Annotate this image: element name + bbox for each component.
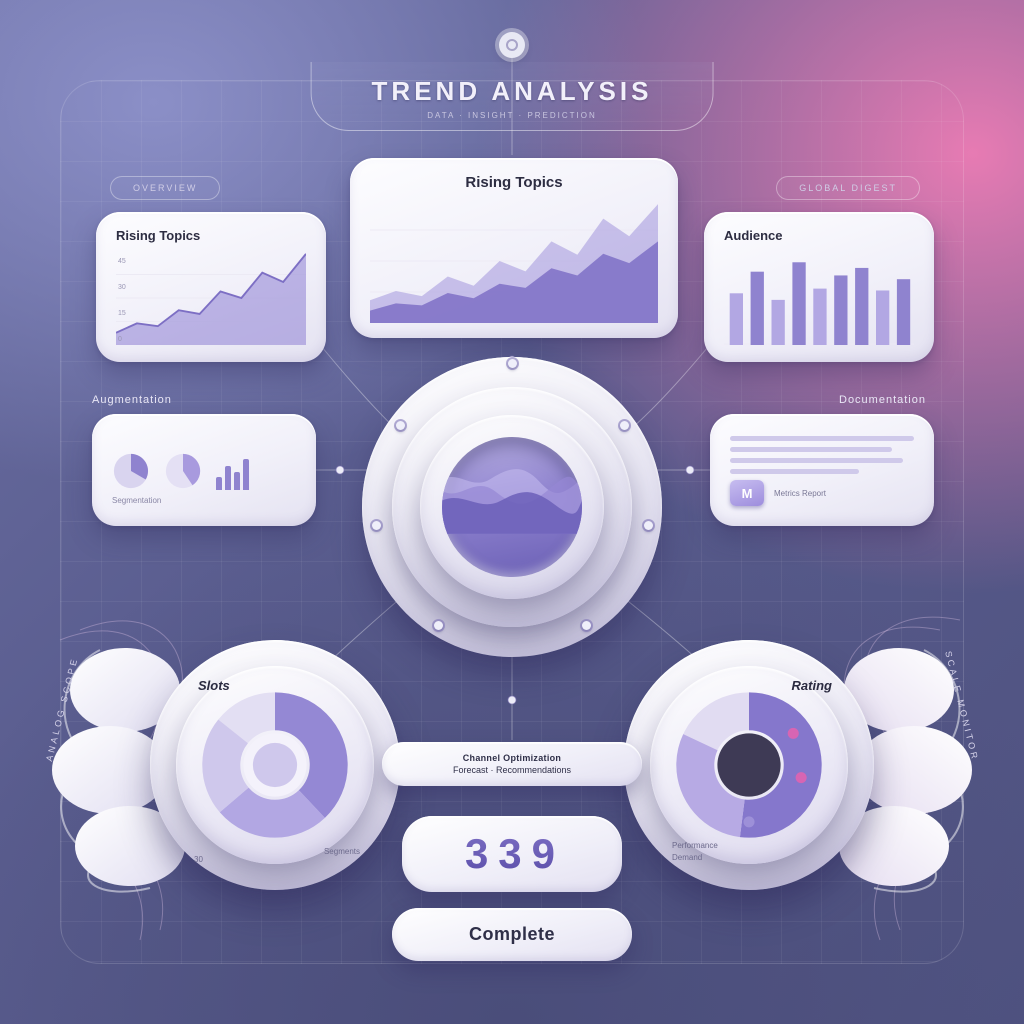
pie-icon [164, 452, 202, 490]
header-ornament-icon [499, 32, 525, 58]
counter-pill: 339 [402, 816, 622, 892]
card-title: Rising Topics [116, 228, 306, 243]
dial-tick-b: Demand [672, 853, 702, 862]
message-line1: Channel Optimization [396, 752, 628, 764]
cta-label: Complete [469, 924, 555, 944]
side-caption-left: ANALOG SCOPE [44, 656, 80, 763]
dial-tick-a: Performance [672, 841, 718, 850]
caption: Segmentation [112, 496, 296, 505]
center-hub[interactable] [362, 357, 662, 657]
dial-tick-b: Segments [324, 847, 360, 856]
header-tag-left: OVERVIEW [110, 176, 220, 200]
card-augmentation[interactable]: Segmentation [92, 414, 316, 526]
metrics-badge: M [730, 480, 764, 506]
label-augmentation: Augmentation [92, 394, 172, 406]
dial-label: Rating [792, 678, 832, 693]
side-caption-right: SCALE MONITOR [943, 650, 980, 762]
card-documentation[interactable]: M Metrics Report [710, 414, 934, 526]
dial-slots[interactable]: Slots 30 Segments [150, 640, 400, 890]
area-chart-small: 0 15 30 45 [116, 251, 306, 345]
badge-caption: Metrics Report [774, 489, 826, 498]
card-rising-topics-hero[interactable]: Rising Topics [350, 158, 678, 338]
hub-core-icon [442, 437, 582, 577]
area-chart-hero [370, 199, 658, 323]
counter-value: 339 [459, 830, 565, 878]
donut-chart-rating [670, 686, 828, 844]
complete-button[interactable]: Complete [392, 908, 632, 961]
mini-bars-icon [216, 446, 249, 490]
card-title: Rising Topics [370, 174, 658, 191]
page-subtitle: DATA · INSIGHT · PREDICTION [372, 111, 653, 120]
page-title: TREND ANALYSIS [372, 76, 653, 107]
label-documentation: Documentation [839, 394, 926, 406]
card-audience[interactable]: Audience [704, 212, 934, 362]
message-line2: Forecast · Recommendations [396, 764, 628, 776]
donut-chart-slots [196, 686, 354, 844]
bar-chart-audience [724, 251, 914, 345]
header-tag-right: GLOBAL DIGEST [776, 176, 920, 200]
title-plate: TREND ANALYSIS DATA · INSIGHT · PREDICTI… [311, 62, 714, 131]
pie-icon [112, 452, 150, 490]
card-title: Audience [724, 228, 914, 243]
dial-rating[interactable]: Rating Performance Demand [624, 640, 874, 890]
dial-label: Slots [198, 678, 230, 693]
card-rising-topics-small[interactable]: Rising Topics 0 15 30 45 [96, 212, 326, 362]
mini-chart-row [112, 430, 296, 490]
doc-lines [730, 436, 914, 474]
dial-tick-a: 30 [194, 855, 203, 864]
message-pill: Channel Optimization Forecast · Recommen… [382, 742, 642, 786]
